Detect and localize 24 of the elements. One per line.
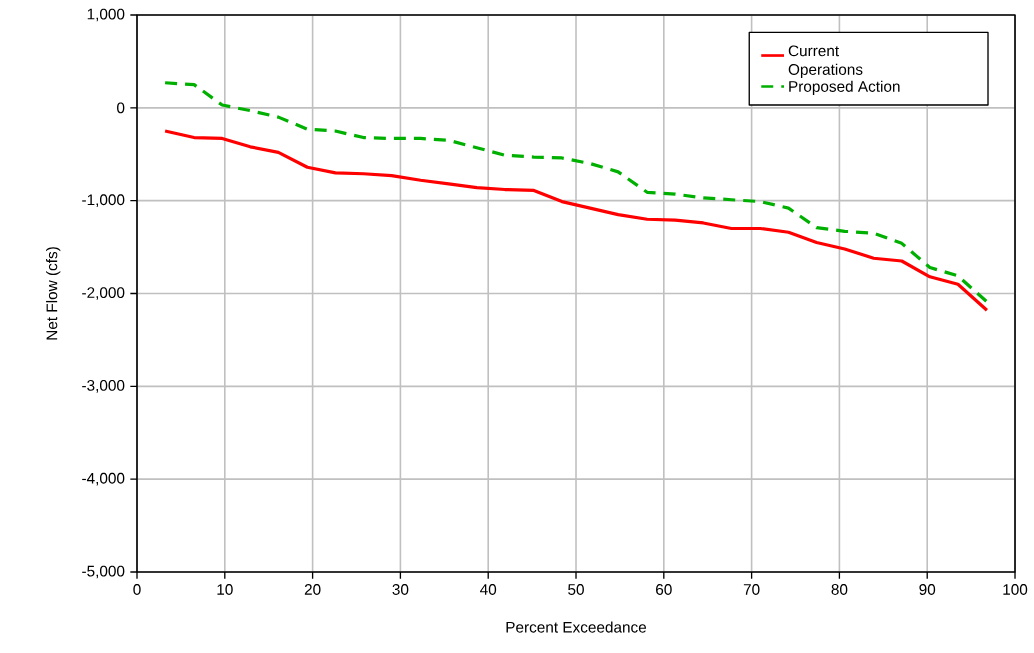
x-tick-label: 60 <box>656 584 672 595</box>
line-series <box>163 81 989 304</box>
x-tick-label: 30 <box>392 584 409 595</box>
y-tick-label: 0 <box>117 102 125 114</box>
x-tick-label: 0 <box>133 584 141 595</box>
x-tick-label: 70 <box>743 584 760 595</box>
legend-label: Proposed Action <box>789 80 900 95</box>
y-tick-label: 1,000 <box>87 8 125 22</box>
y-tick-label: -3,000 <box>82 380 125 393</box>
x-tick-label: 80 <box>831 584 848 595</box>
x-axis-title: Percent Exceedance <box>506 621 647 633</box>
x-tick-label: 40 <box>480 584 497 595</box>
x-tick-label: 20 <box>304 584 321 595</box>
y-tick-label: -2,000 <box>82 287 125 300</box>
line-series <box>163 129 989 312</box>
y-tick-label: -4,000 <box>82 472 125 486</box>
y-tick-label: -1,000 <box>82 194 125 208</box>
x-tick-label: 10 <box>217 584 233 595</box>
x-tick-label: 90 <box>919 584 936 595</box>
y-tick-label: -5,000 <box>82 565 125 579</box>
x-tick-label: 50 <box>568 584 584 595</box>
x-tick-label: 100 <box>1003 584 1028 595</box>
legend-label: Current Operations <box>788 45 863 78</box>
y-axis-title: Net Flow (cfs) <box>46 247 61 340</box>
